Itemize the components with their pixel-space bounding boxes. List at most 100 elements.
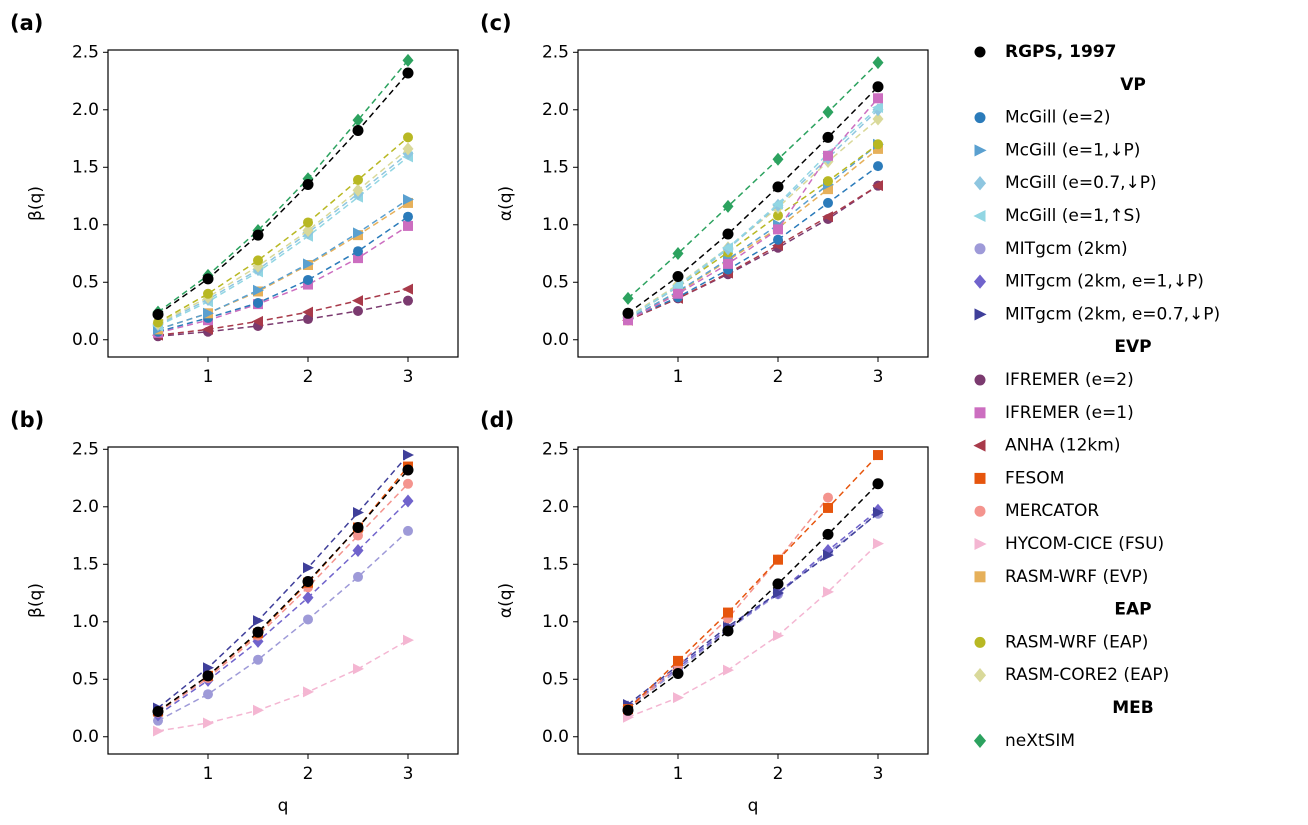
data-point bbox=[723, 607, 733, 618]
y-tick-label: 2.0 bbox=[72, 100, 99, 120]
data-point bbox=[872, 81, 884, 93]
data-point bbox=[353, 306, 363, 317]
data-point bbox=[203, 689, 213, 700]
data-point bbox=[872, 478, 884, 490]
series-line bbox=[157, 466, 409, 713]
data-point bbox=[303, 614, 313, 625]
data-point bbox=[353, 174, 363, 185]
data-point bbox=[152, 308, 164, 320]
data-point bbox=[672, 668, 684, 680]
series-line bbox=[157, 156, 409, 327]
x-tick-label: 3 bbox=[873, 764, 884, 784]
data-point bbox=[202, 323, 213, 335]
data-point bbox=[873, 139, 883, 150]
legend-label: RGPS, 1997 bbox=[1005, 42, 1116, 62]
plot-area bbox=[622, 450, 884, 723]
y-tick-label: 0.5 bbox=[72, 272, 99, 292]
data-point bbox=[353, 227, 364, 239]
legend-marker bbox=[974, 505, 986, 517]
series-line bbox=[157, 72, 409, 316]
legend-label: McGill (e=0.7,↓P) bbox=[1005, 173, 1157, 193]
y-tick-label: 0.5 bbox=[542, 669, 569, 689]
series-line bbox=[627, 185, 879, 321]
data-point bbox=[873, 93, 883, 104]
data-point bbox=[773, 210, 783, 221]
data-point bbox=[872, 112, 884, 126]
y-tick-label: 0.0 bbox=[72, 330, 99, 350]
data-point bbox=[253, 654, 263, 665]
legend-marker bbox=[974, 308, 987, 321]
legend-marker bbox=[974, 571, 986, 583]
legend-label: RASM-WRF (EVP) bbox=[1005, 567, 1148, 587]
legend-marker bbox=[974, 112, 986, 124]
x-tick-label: 1 bbox=[203, 367, 214, 387]
legend-marker bbox=[973, 274, 987, 289]
data-point bbox=[302, 591, 314, 605]
data-point bbox=[253, 615, 264, 627]
series-line bbox=[627, 143, 879, 320]
data-point bbox=[302, 179, 314, 191]
data-point bbox=[402, 494, 414, 508]
axes-frame bbox=[107, 49, 459, 358]
data-point bbox=[773, 224, 783, 235]
y-tick-label: 2.0 bbox=[542, 497, 569, 517]
legend-marker bbox=[974, 636, 986, 648]
legend-label: RASM-CORE2 (EAP) bbox=[1005, 665, 1169, 685]
data-point bbox=[772, 152, 784, 166]
series-line bbox=[157, 639, 409, 732]
data-point bbox=[403, 197, 413, 208]
legend-marker bbox=[974, 144, 987, 157]
x-tick-label: 3 bbox=[403, 367, 414, 387]
series-line bbox=[627, 511, 879, 706]
data-point bbox=[253, 297, 263, 308]
series-line bbox=[627, 509, 879, 708]
data-point bbox=[403, 449, 414, 461]
data-point bbox=[772, 578, 784, 590]
series-line bbox=[627, 543, 879, 718]
x-axis-label: q bbox=[748, 796, 759, 816]
series-line bbox=[157, 288, 409, 336]
data-point bbox=[203, 662, 214, 674]
series-line bbox=[157, 500, 409, 716]
x-tick-label: 3 bbox=[873, 367, 884, 387]
legend-label: IFREMER (e=1) bbox=[1005, 403, 1134, 423]
legend-label: ANHA (12km) bbox=[1005, 436, 1120, 456]
y-tick-label: 1.5 bbox=[542, 554, 569, 574]
axes-frame bbox=[107, 446, 459, 755]
series-line bbox=[627, 106, 879, 319]
data-point bbox=[353, 507, 364, 519]
x-axis-label: q bbox=[278, 796, 289, 816]
y-tick-label: 2.5 bbox=[542, 439, 569, 459]
data-point bbox=[622, 307, 634, 319]
legend-label: IFREMER (e=2) bbox=[1005, 370, 1134, 390]
legend-label: McGill (e=2) bbox=[1005, 108, 1111, 128]
data-point bbox=[722, 228, 734, 240]
panel-label: (c) bbox=[480, 11, 512, 35]
legend-label: neXtSIM bbox=[1005, 731, 1075, 751]
y-tick-label: 2.5 bbox=[542, 42, 569, 62]
series-line bbox=[157, 530, 409, 722]
legend-heading: MEB bbox=[1112, 698, 1154, 718]
y-tick-label: 0.5 bbox=[542, 272, 569, 292]
data-point bbox=[773, 234, 783, 245]
data-point bbox=[822, 105, 834, 119]
data-point bbox=[153, 725, 164, 737]
legend-marker bbox=[973, 176, 987, 191]
plot-area bbox=[152, 53, 414, 342]
series-line bbox=[627, 62, 879, 299]
plot-area bbox=[622, 56, 884, 326]
data-point bbox=[303, 217, 313, 228]
series-line bbox=[627, 86, 879, 314]
legend-marker bbox=[973, 668, 987, 683]
data-point bbox=[823, 586, 834, 598]
data-point bbox=[773, 587, 784, 599]
series-line bbox=[157, 59, 409, 313]
legend-label: McGill (e=1,↓P) bbox=[1005, 140, 1140, 160]
data-point bbox=[772, 198, 783, 210]
y-tick-label: 2.5 bbox=[72, 42, 99, 62]
data-point bbox=[403, 525, 413, 536]
data-point bbox=[302, 306, 313, 318]
series-line bbox=[157, 198, 409, 331]
data-point bbox=[622, 291, 634, 305]
